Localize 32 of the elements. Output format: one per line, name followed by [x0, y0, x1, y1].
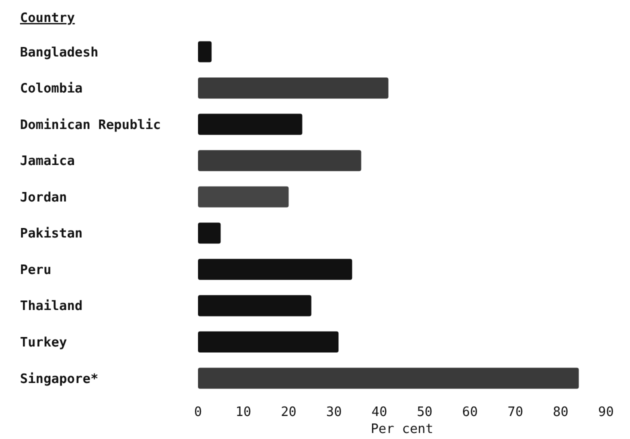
x-tick-label: 40 — [372, 405, 388, 420]
y-tick-label: Pakistan — [20, 226, 83, 242]
x-tick-label: 90 — [598, 405, 614, 420]
x-tick-label: 70 — [508, 405, 524, 420]
bar — [198, 41, 212, 62]
x-tick-label: 10 — [236, 405, 252, 420]
y-tick-label: Colombia — [20, 82, 83, 97]
y-tick-label: Dominican Republic — [20, 118, 161, 133]
bar — [198, 222, 221, 244]
y-tick-label: Bangladesh — [20, 45, 98, 60]
x-tick-label: 30 — [326, 405, 342, 420]
y-axis-title: Country — [20, 11, 75, 26]
y-tick-label: Singapore* — [20, 372, 98, 387]
y-tick-label: Jamaica — [20, 154, 75, 170]
bar — [198, 368, 579, 389]
y-tick-label: Thailand — [20, 299, 83, 314]
bar — [198, 114, 302, 135]
x-tick-label: 50 — [416, 405, 432, 420]
x-tick-label: 20 — [280, 405, 296, 420]
y-tick-label: Peru — [20, 262, 52, 278]
bar — [198, 295, 312, 316]
x-tick-label: 0 — [194, 405, 202, 420]
x-tick-label: 80 — [552, 405, 568, 420]
x-axis-title: Per cent — [370, 422, 434, 437]
bar — [198, 78, 388, 99]
bar — [198, 186, 289, 208]
bar — [198, 150, 362, 172]
bar — [198, 331, 339, 352]
y-tick-label: Jordan — [20, 190, 67, 206]
y-tick-label: Turkey — [20, 336, 68, 351]
bar — [198, 258, 352, 280]
x-tick-label: 60 — [462, 405, 478, 420]
